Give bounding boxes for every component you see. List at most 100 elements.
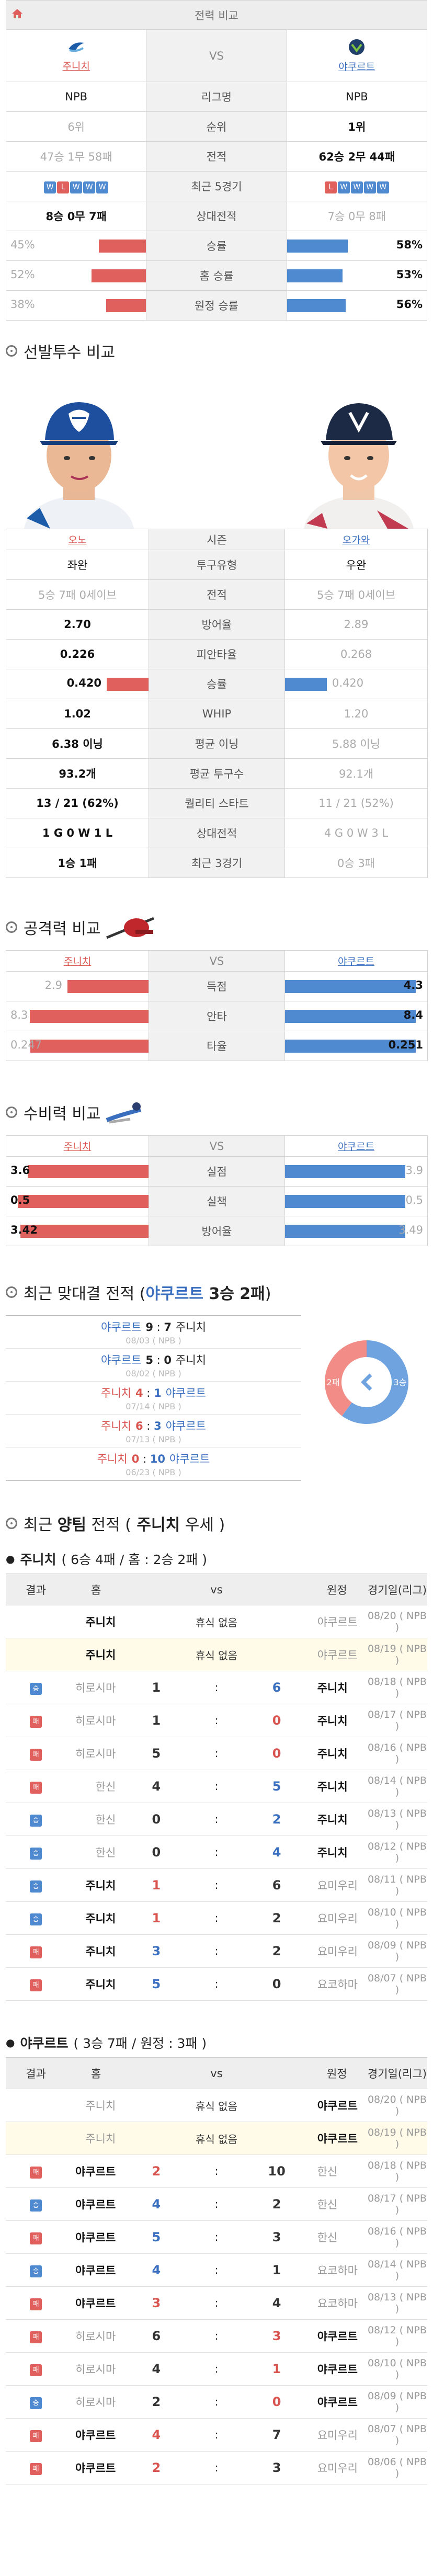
home-score-cell: 4 [126,1770,187,1803]
team1-name: 주니치 [20,1552,56,1567]
right-stat-bar [287,240,348,253]
h2h-colon: : [143,1387,154,1399]
defense-left-team-cell[interactable]: 주니치 [6,1135,149,1157]
recent-game-row[interactable]: 패 히로시마 1:0 주니치 08/17 ( NPB ) [6,1704,427,1737]
result-cell: 승 [6,1901,66,1935]
result-badge: W [377,181,389,193]
chevron-left-icon[interactable] [361,1373,372,1391]
left-stat-bar [30,1040,149,1053]
home-team-cell: 히로시마 [66,1737,127,1770]
score-colon: : [186,2220,247,2254]
recent-game-row[interactable]: 패 주니치 3:2 요미우리 08/09 ( NPB ) [6,1934,427,1968]
page: 전력 비교 주니치 VS 야쿠르트 NPB 리그명 NPB 6위 순위 1위 47승 1무 … [5,0,428,2484]
compare-label: 원정 승률 [146,290,287,321]
score-colon: : [186,1868,247,1902]
recent-game-row[interactable]: 주니치 휴식 없음 야쿠르트 08/20 ( NPB ) [6,1605,427,1638]
right-stat-cell: 2.89 [284,609,428,640]
h2h-match-row[interactable]: 주니치 0 : 10 야쿠르트 06/23 ( NPB ) [6,1447,301,1480]
recent-game-row[interactable]: 주니치 휴식 없음 야쿠르트 08/19 ( NPB ) [6,2122,427,2155]
recent-game-row[interactable]: 주니치 휴식 없음 야쿠르트 08/20 ( NPB ) [6,2089,427,2122]
bat-helmet-icon [106,917,154,939]
recent-game-row[interactable]: 패 야쿠르트 2:10 한신 08/18 ( NPB ) [6,2155,427,2188]
score-colon: : [186,1967,247,2001]
recent-game-row[interactable]: 승 야쿠르트 4:1 요코하마 08/14 ( NPB ) [6,2253,427,2287]
h2h-match-row[interactable]: 주니치 4 : 1 야쿠르트 07/14 ( NPB ) [6,1382,301,1415]
result-badge: W [363,181,376,193]
recent-game-row[interactable]: 승 야쿠르트 4:2 한신 08/17 ( NPB ) [6,2187,427,2221]
left-team-cell[interactable]: 주니치 [5,29,147,82]
right-pitcher-name-cell[interactable]: 오가와 [284,529,428,550]
h2h-title: 최근 맞대결 전적 (야쿠르트 3승 2패) [24,1281,271,1304]
left-value-cell: 8승 0무 7패 [5,201,147,231]
recent-game-row[interactable]: 승 히로시마 1:6 주니치 08/18 ( NPB ) [6,1671,427,1704]
recent-game-row[interactable]: 패 히로시마 6:3 야쿠르트 08/12 ( NPB ) [6,2319,427,2353]
recent-game-row[interactable]: 패 한신 4:5 주니치 08/14 ( NPB ) [6,1770,427,1803]
team1-detail: ( 6승 4패 / 홈 : 2승 2패 ) [61,1552,208,1567]
away-score-cell: 4 [246,2286,307,2320]
right-value-cell: 62승 2무 44패 [286,141,428,172]
game-date-cell: 08/12 ( NPB ) [367,2319,427,2353]
left-team-name[interactable]: 주니치 [62,61,90,72]
h2h-match-row[interactable]: 야쿠르트 5 : 0 주니치 08/02 ( NPB ) [6,1349,301,1382]
result-badge: 패 [30,1946,42,1958]
right-team-cell[interactable]: 야쿠르트 [286,29,428,82]
right-team-name[interactable]: 야쿠르트 [338,61,375,73]
away-score-cell: 0 [246,1967,307,2001]
game-date-cell: 08/18 ( NPB ) [367,1671,427,1704]
away-team-cell: 주니치 [306,1704,367,1737]
h2h-match-row[interactable]: 야쿠르트 9 : 7 주니치 08/03 ( NPB ) [6,1316,301,1349]
defense-section-title: 수비력 비교 [6,1097,427,1128]
right-pitcher-name[interactable]: 오가와 [342,534,370,546]
recent-game-row[interactable]: 패 히로시마 4:1 야쿠르트 08/10 ( NPB ) [6,2352,427,2386]
recent-game-row[interactable]: 패 야쿠르트 2:3 요미우리 08/06 ( NPB ) [6,2451,427,2484]
result-badge: W [44,181,56,193]
recent-game-row[interactable]: 승 주니치 1:6 요미우리 08/11 ( NPB ) [6,1868,427,1902]
right-stat-label: 0.251 [388,1039,423,1051]
recent-game-row[interactable]: 승 한신 0:4 주니치 08/12 ( NPB ) [6,1836,427,1869]
team2-rows: 주니치 휴식 없음 야쿠르트 08/20 ( NPB ) 주니치 휴식 없음 야쿠르트 08/… [6,2089,427,2484]
recent-game-row[interactable]: 패 야쿠르트 4:7 요미우리 08/07 ( NPB ) [6,2418,427,2452]
attack-right-team[interactable]: 야쿠르트 [338,956,374,967]
recent-game-row[interactable]: 패 야쿠르트 5:3 한신 08/16 ( NPB ) [6,2220,427,2254]
pitcher-photos [6,367,427,529]
h2h-away-score: 10 [150,1453,165,1465]
h2h-match-row[interactable]: 주니치 6 : 3 야쿠르트 07/13 ( NPB ) [6,1415,301,1447]
attack-left-team[interactable]: 주니치 [63,956,92,967]
away-team-cell: 요코하마 [306,2286,367,2320]
recent-game-row[interactable]: 패 야쿠르트 3:4 요코하마 08/13 ( NPB ) [6,2286,427,2320]
recent-game-row[interactable]: 주니치 휴식 없음 야쿠르트 08/19 ( NPB ) [6,1638,427,1671]
stat-label: 평균 투구수 [149,758,285,789]
game-date-cell: 08/11 ( NPB ) [367,1868,427,1902]
home-icon[interactable] [12,8,23,19]
date-column-header: 경기일(리그) [367,2057,427,2089]
recent-game-row[interactable]: 승 히로시마 2:0 야쿠르트 08/09 ( NPB ) [6,2385,427,2419]
donut-wins-slice [341,1340,408,1424]
stat-row: 5승 7패 0세이브 전적 5승 7패 0세이브 [6,579,428,610]
recent-game-row[interactable]: 패 주니치 5:0 요코하마 08/07 ( NPB ) [6,1967,427,2001]
pitcher-section-title: 선발투수 비교 [6,335,427,367]
home-team-cell: 야쿠르트 [66,2286,127,2320]
h2h-score-line: 주니치 6 : 3 야쿠르트 [6,1418,301,1433]
left-pitcher-name-cell[interactable]: 오노 [6,529,149,550]
home-team-cell: 야쿠르트 [66,2187,127,2221]
left-pitcher-name[interactable]: 오노 [68,534,87,546]
defense-left-team[interactable]: 주니치 [63,1141,92,1153]
recent-game-row[interactable]: 승 한신 0:2 주니치 08/13 ( NPB ) [6,1803,427,1836]
attack-right-team-cell[interactable]: 야쿠르트 [284,950,428,972]
recent-game-row[interactable]: 승 주니치 1:2 요미우리 08/10 ( NPB ) [6,1901,427,1935]
defense-right-team[interactable]: 야쿠르트 [338,1141,374,1153]
stat-row: 13 / 21 (62%) 퀄리티 스타트 11 / 21 (52%) [6,788,428,818]
left-stat-label: 8.3 [10,1009,28,1021]
defense-vs: VS [149,1135,285,1157]
defense-title-text: 수비력 비교 [24,1105,101,1123]
result-badge: 패 [30,2364,42,2376]
defense-right-team-cell[interactable]: 야쿠르트 [284,1135,428,1157]
recent-game-row[interactable]: 패 히로시마 5:0 주니치 08/16 ( NPB ) [6,1737,427,1770]
away-team-cell: 요코하마 [306,2253,367,2287]
home-score-cell: 4 [126,2253,187,2287]
result-badge: W [70,181,83,193]
attack-left-team-cell[interactable]: 주니치 [6,950,149,972]
compare-label: 상대전적 [146,201,287,231]
